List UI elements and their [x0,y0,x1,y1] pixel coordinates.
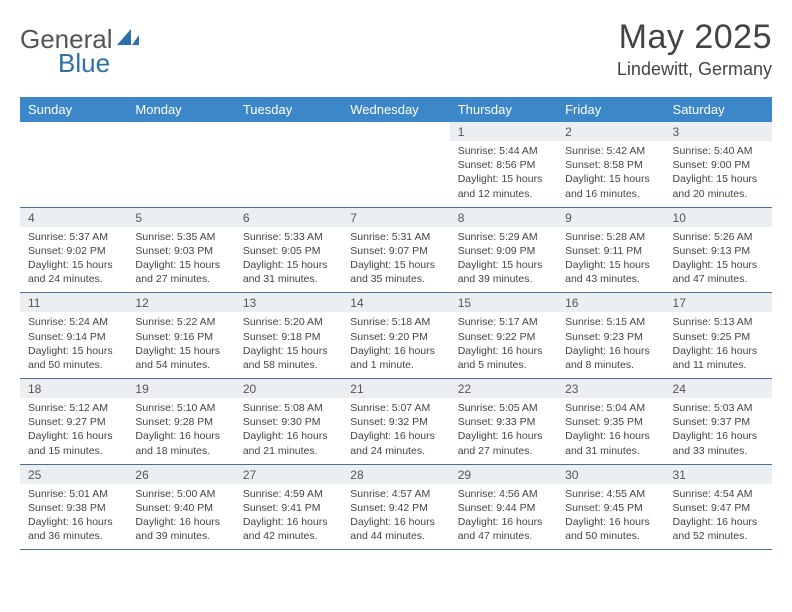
day-number-cell: 20 [235,379,342,399]
day-number-row: 123 [20,122,772,141]
day-body-cell [342,141,449,207]
day-body-cell: Sunrise: 5:29 AMSunset: 9:09 PMDaylight:… [450,227,557,293]
day-number-cell: 27 [235,464,342,484]
day-number-cell: 16 [557,293,664,313]
day-number-row: 45678910 [20,207,772,227]
day-number-cell: 30 [557,464,664,484]
day-body-cell: Sunrise: 5:07 AMSunset: 9:32 PMDaylight:… [342,398,449,464]
day-body-cell: Sunrise: 4:55 AMSunset: 9:45 PMDaylight:… [557,484,664,550]
weekday-header: Tuesday [235,97,342,122]
day-body-cell: Sunrise: 5:12 AMSunset: 9:27 PMDaylight:… [20,398,127,464]
day-number-row: 11121314151617 [20,293,772,313]
day-number-cell: 6 [235,207,342,227]
calendar-table: SundayMondayTuesdayWednesdayThursdayFrid… [20,97,772,550]
logo-text-2: Blue [58,48,110,78]
day-number-cell: 19 [127,379,234,399]
weekday-header: Sunday [20,97,127,122]
day-body-cell: Sunrise: 5:04 AMSunset: 9:35 PMDaylight:… [557,398,664,464]
day-number-row: 18192021222324 [20,379,772,399]
day-number-cell [235,122,342,141]
weekday-header: Wednesday [342,97,449,122]
day-number-cell: 5 [127,207,234,227]
day-number-cell: 21 [342,379,449,399]
day-number-cell [127,122,234,141]
day-number-cell [20,122,127,141]
day-body-cell: Sunrise: 5:40 AMSunset: 9:00 PMDaylight:… [665,141,772,207]
day-body-cell: Sunrise: 5:18 AMSunset: 9:20 PMDaylight:… [342,312,449,378]
day-body-cell: Sunrise: 5:37 AMSunset: 9:02 PMDaylight:… [20,227,127,293]
day-body-cell: Sunrise: 4:54 AMSunset: 9:47 PMDaylight:… [665,484,772,550]
day-number-cell: 28 [342,464,449,484]
day-number-cell: 3 [665,122,772,141]
day-body-cell: Sunrise: 5:35 AMSunset: 9:03 PMDaylight:… [127,227,234,293]
day-body-cell: Sunrise: 5:28 AMSunset: 9:11 PMDaylight:… [557,227,664,293]
day-body-row: Sunrise: 5:24 AMSunset: 9:14 PMDaylight:… [20,312,772,378]
day-number-cell: 31 [665,464,772,484]
day-body-cell: Sunrise: 5:31 AMSunset: 9:07 PMDaylight:… [342,227,449,293]
day-body-cell: Sunrise: 5:01 AMSunset: 9:38 PMDaylight:… [20,484,127,550]
day-number-cell: 7 [342,207,449,227]
day-body-cell: Sunrise: 5:13 AMSunset: 9:25 PMDaylight:… [665,312,772,378]
day-body-cell: Sunrise: 5:00 AMSunset: 9:40 PMDaylight:… [127,484,234,550]
day-body-cell: Sunrise: 5:08 AMSunset: 9:30 PMDaylight:… [235,398,342,464]
day-number-cell: 22 [450,379,557,399]
day-number-cell: 8 [450,207,557,227]
day-number-cell: 13 [235,293,342,313]
day-body-cell [127,141,234,207]
day-number-cell: 17 [665,293,772,313]
day-body-row: Sunrise: 5:12 AMSunset: 9:27 PMDaylight:… [20,398,772,464]
day-number-cell: 2 [557,122,664,141]
day-number-cell: 26 [127,464,234,484]
day-number-cell: 14 [342,293,449,313]
day-number-cell: 9 [557,207,664,227]
day-number-cell: 24 [665,379,772,399]
day-body-cell: Sunrise: 5:17 AMSunset: 9:22 PMDaylight:… [450,312,557,378]
day-body-cell: Sunrise: 5:26 AMSunset: 9:13 PMDaylight:… [665,227,772,293]
day-body-cell: Sunrise: 5:10 AMSunset: 9:28 PMDaylight:… [127,398,234,464]
weekday-header: Friday [557,97,664,122]
day-body-cell: Sunrise: 4:57 AMSunset: 9:42 PMDaylight:… [342,484,449,550]
day-body-cell: Sunrise: 4:56 AMSunset: 9:44 PMDaylight:… [450,484,557,550]
day-body-cell: Sunrise: 5:24 AMSunset: 9:14 PMDaylight:… [20,312,127,378]
day-number-cell: 10 [665,207,772,227]
day-body-cell: Sunrise: 5:20 AMSunset: 9:18 PMDaylight:… [235,312,342,378]
day-body-row: Sunrise: 5:01 AMSunset: 9:38 PMDaylight:… [20,484,772,550]
day-number-cell: 23 [557,379,664,399]
day-number-cell [342,122,449,141]
day-number-cell: 11 [20,293,127,313]
weekday-header: Thursday [450,97,557,122]
day-body-cell: Sunrise: 5:03 AMSunset: 9:37 PMDaylight:… [665,398,772,464]
day-body-row: Sunrise: 5:37 AMSunset: 9:02 PMDaylight:… [20,227,772,293]
day-body-cell: Sunrise: 5:42 AMSunset: 8:58 PMDaylight:… [557,141,664,207]
day-body-cell: Sunrise: 5:15 AMSunset: 9:23 PMDaylight:… [557,312,664,378]
day-number-row: 25262728293031 [20,464,772,484]
weekday-header: Saturday [665,97,772,122]
day-number-cell: 1 [450,122,557,141]
day-number-cell: 4 [20,207,127,227]
day-number-cell: 18 [20,379,127,399]
day-number-cell: 12 [127,293,234,313]
day-number-cell: 29 [450,464,557,484]
day-body-cell: Sunrise: 5:33 AMSunset: 9:05 PMDaylight:… [235,227,342,293]
day-body-cell [20,141,127,207]
day-body-cell: Sunrise: 5:44 AMSunset: 8:56 PMDaylight:… [450,141,557,207]
day-body-cell: Sunrise: 5:22 AMSunset: 9:16 PMDaylight:… [127,312,234,378]
day-body-cell [235,141,342,207]
day-number-cell: 15 [450,293,557,313]
day-body-row: Sunrise: 5:44 AMSunset: 8:56 PMDaylight:… [20,141,772,207]
day-body-cell: Sunrise: 4:59 AMSunset: 9:41 PMDaylight:… [235,484,342,550]
weekday-header: Monday [127,97,234,122]
day-number-cell: 25 [20,464,127,484]
day-body-cell: Sunrise: 5:05 AMSunset: 9:33 PMDaylight:… [450,398,557,464]
weekday-header-row: SundayMondayTuesdayWednesdayThursdayFrid… [20,97,772,122]
